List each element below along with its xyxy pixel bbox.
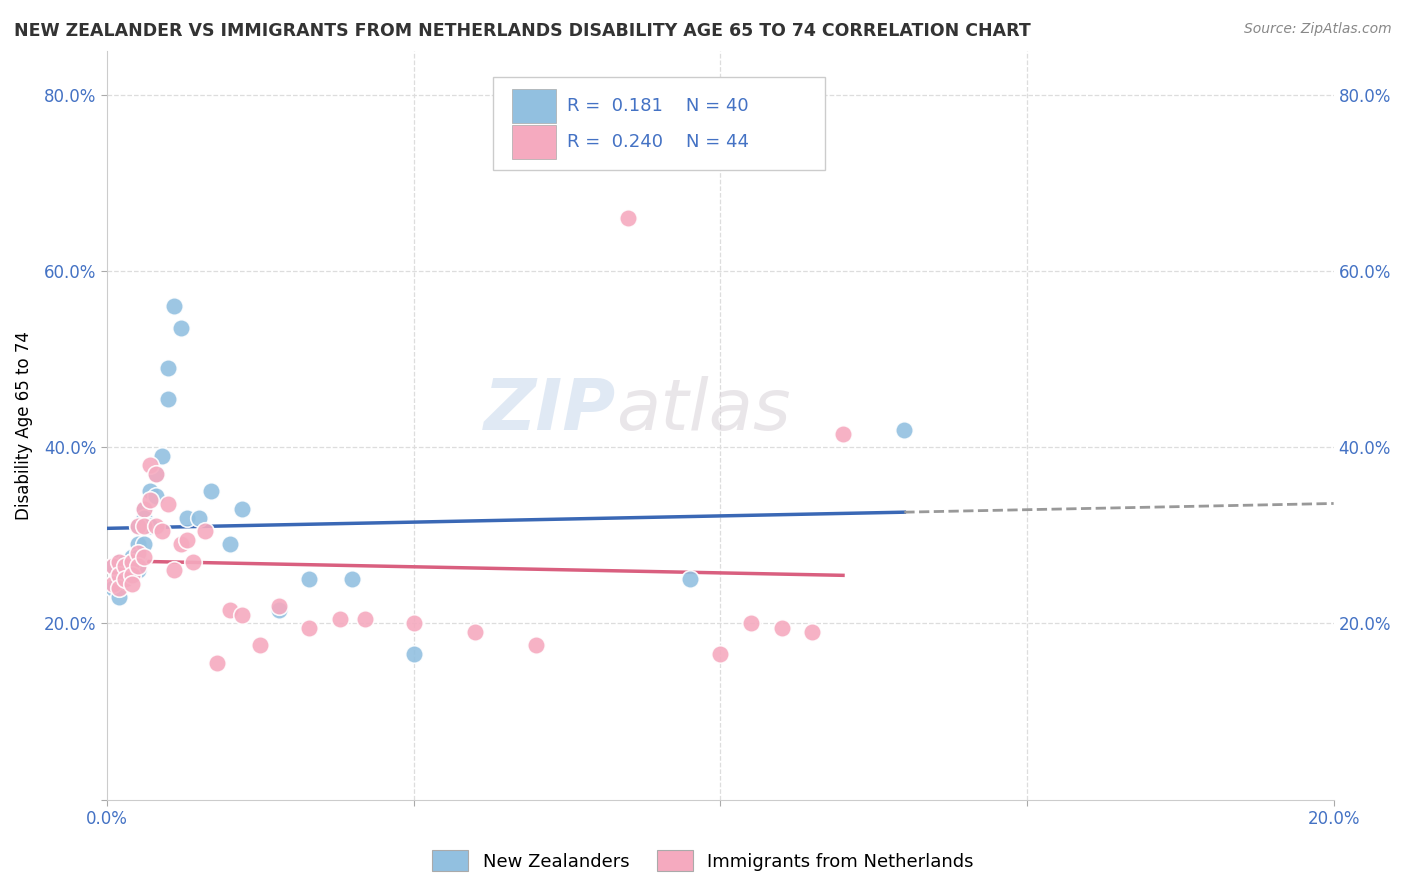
Point <box>127 559 149 574</box>
Point <box>402 616 425 631</box>
Point <box>298 621 321 635</box>
Point <box>218 537 240 551</box>
Point <box>108 567 131 582</box>
Point <box>194 524 217 538</box>
Point <box>231 607 253 622</box>
Point <box>127 550 149 565</box>
Point <box>121 576 143 591</box>
Point <box>679 572 702 586</box>
Point <box>181 555 204 569</box>
Point <box>114 564 136 578</box>
Point <box>121 555 143 569</box>
Point <box>108 555 131 569</box>
Point <box>740 616 762 631</box>
Point <box>145 467 167 481</box>
Point <box>298 572 321 586</box>
Text: R =  0.240    N = 44: R = 0.240 N = 44 <box>567 133 749 151</box>
Point <box>176 510 198 524</box>
Point <box>139 458 162 472</box>
Point <box>132 537 155 551</box>
Point <box>108 567 131 582</box>
Point <box>101 581 124 595</box>
Point <box>145 519 167 533</box>
Point <box>169 537 191 551</box>
Text: atlas: atlas <box>616 376 790 444</box>
Point <box>157 392 180 406</box>
Point <box>127 546 149 560</box>
Legend: New Zealanders, Immigrants from Netherlands: New Zealanders, Immigrants from Netherla… <box>425 843 981 879</box>
Point <box>132 510 155 524</box>
Text: Source: ZipAtlas.com: Source: ZipAtlas.com <box>1244 22 1392 37</box>
Point <box>127 519 149 533</box>
Point <box>132 550 155 565</box>
Point <box>353 612 375 626</box>
Point <box>157 360 180 375</box>
Point <box>121 550 143 565</box>
Point <box>121 559 143 574</box>
Point <box>145 467 167 481</box>
Point <box>132 501 155 516</box>
Point <box>464 625 486 640</box>
Point <box>801 625 824 640</box>
Point <box>267 603 290 617</box>
Point <box>121 567 143 582</box>
Point <box>342 572 364 586</box>
Point <box>101 559 124 574</box>
Point <box>329 612 352 626</box>
Point <box>231 501 253 516</box>
FancyBboxPatch shape <box>512 89 555 123</box>
Point <box>524 638 547 652</box>
Point <box>114 572 136 586</box>
Point <box>169 321 191 335</box>
Point <box>709 647 731 661</box>
Point <box>108 555 131 569</box>
Point <box>114 555 136 569</box>
Text: ZIP: ZIP <box>484 376 616 444</box>
Point <box>101 576 124 591</box>
Point <box>163 564 186 578</box>
Point <box>145 489 167 503</box>
Point <box>249 638 271 652</box>
Point <box>832 426 855 441</box>
Point <box>267 599 290 613</box>
Point <box>127 519 149 533</box>
Point <box>108 581 131 595</box>
Point <box>139 519 162 533</box>
Text: NEW ZEALANDER VS IMMIGRANTS FROM NETHERLANDS DISABILITY AGE 65 TO 74 CORRELATION: NEW ZEALANDER VS IMMIGRANTS FROM NETHERL… <box>14 22 1031 40</box>
Point <box>127 564 149 578</box>
Point <box>121 567 143 582</box>
Point <box>893 423 915 437</box>
Point <box>163 299 186 313</box>
Text: R =  0.181    N = 40: R = 0.181 N = 40 <box>567 97 748 115</box>
FancyBboxPatch shape <box>512 125 555 160</box>
Point <box>121 555 143 569</box>
Point <box>127 537 149 551</box>
Point <box>114 559 136 574</box>
Point <box>188 510 211 524</box>
Point <box>139 484 162 499</box>
Point <box>207 656 229 670</box>
Point <box>617 211 640 225</box>
Point <box>176 533 198 547</box>
Point <box>770 621 793 635</box>
Point <box>101 559 124 574</box>
FancyBboxPatch shape <box>494 77 824 170</box>
Y-axis label: Disability Age 65 to 74: Disability Age 65 to 74 <box>15 331 32 519</box>
Point <box>114 567 136 582</box>
Point <box>157 497 180 511</box>
Point <box>114 572 136 586</box>
Point <box>108 590 131 604</box>
Point <box>132 519 155 533</box>
Point <box>200 484 222 499</box>
Point <box>402 647 425 661</box>
Point <box>139 493 162 508</box>
Point <box>132 501 155 516</box>
Point <box>218 603 240 617</box>
Point <box>150 449 173 463</box>
Point <box>150 524 173 538</box>
